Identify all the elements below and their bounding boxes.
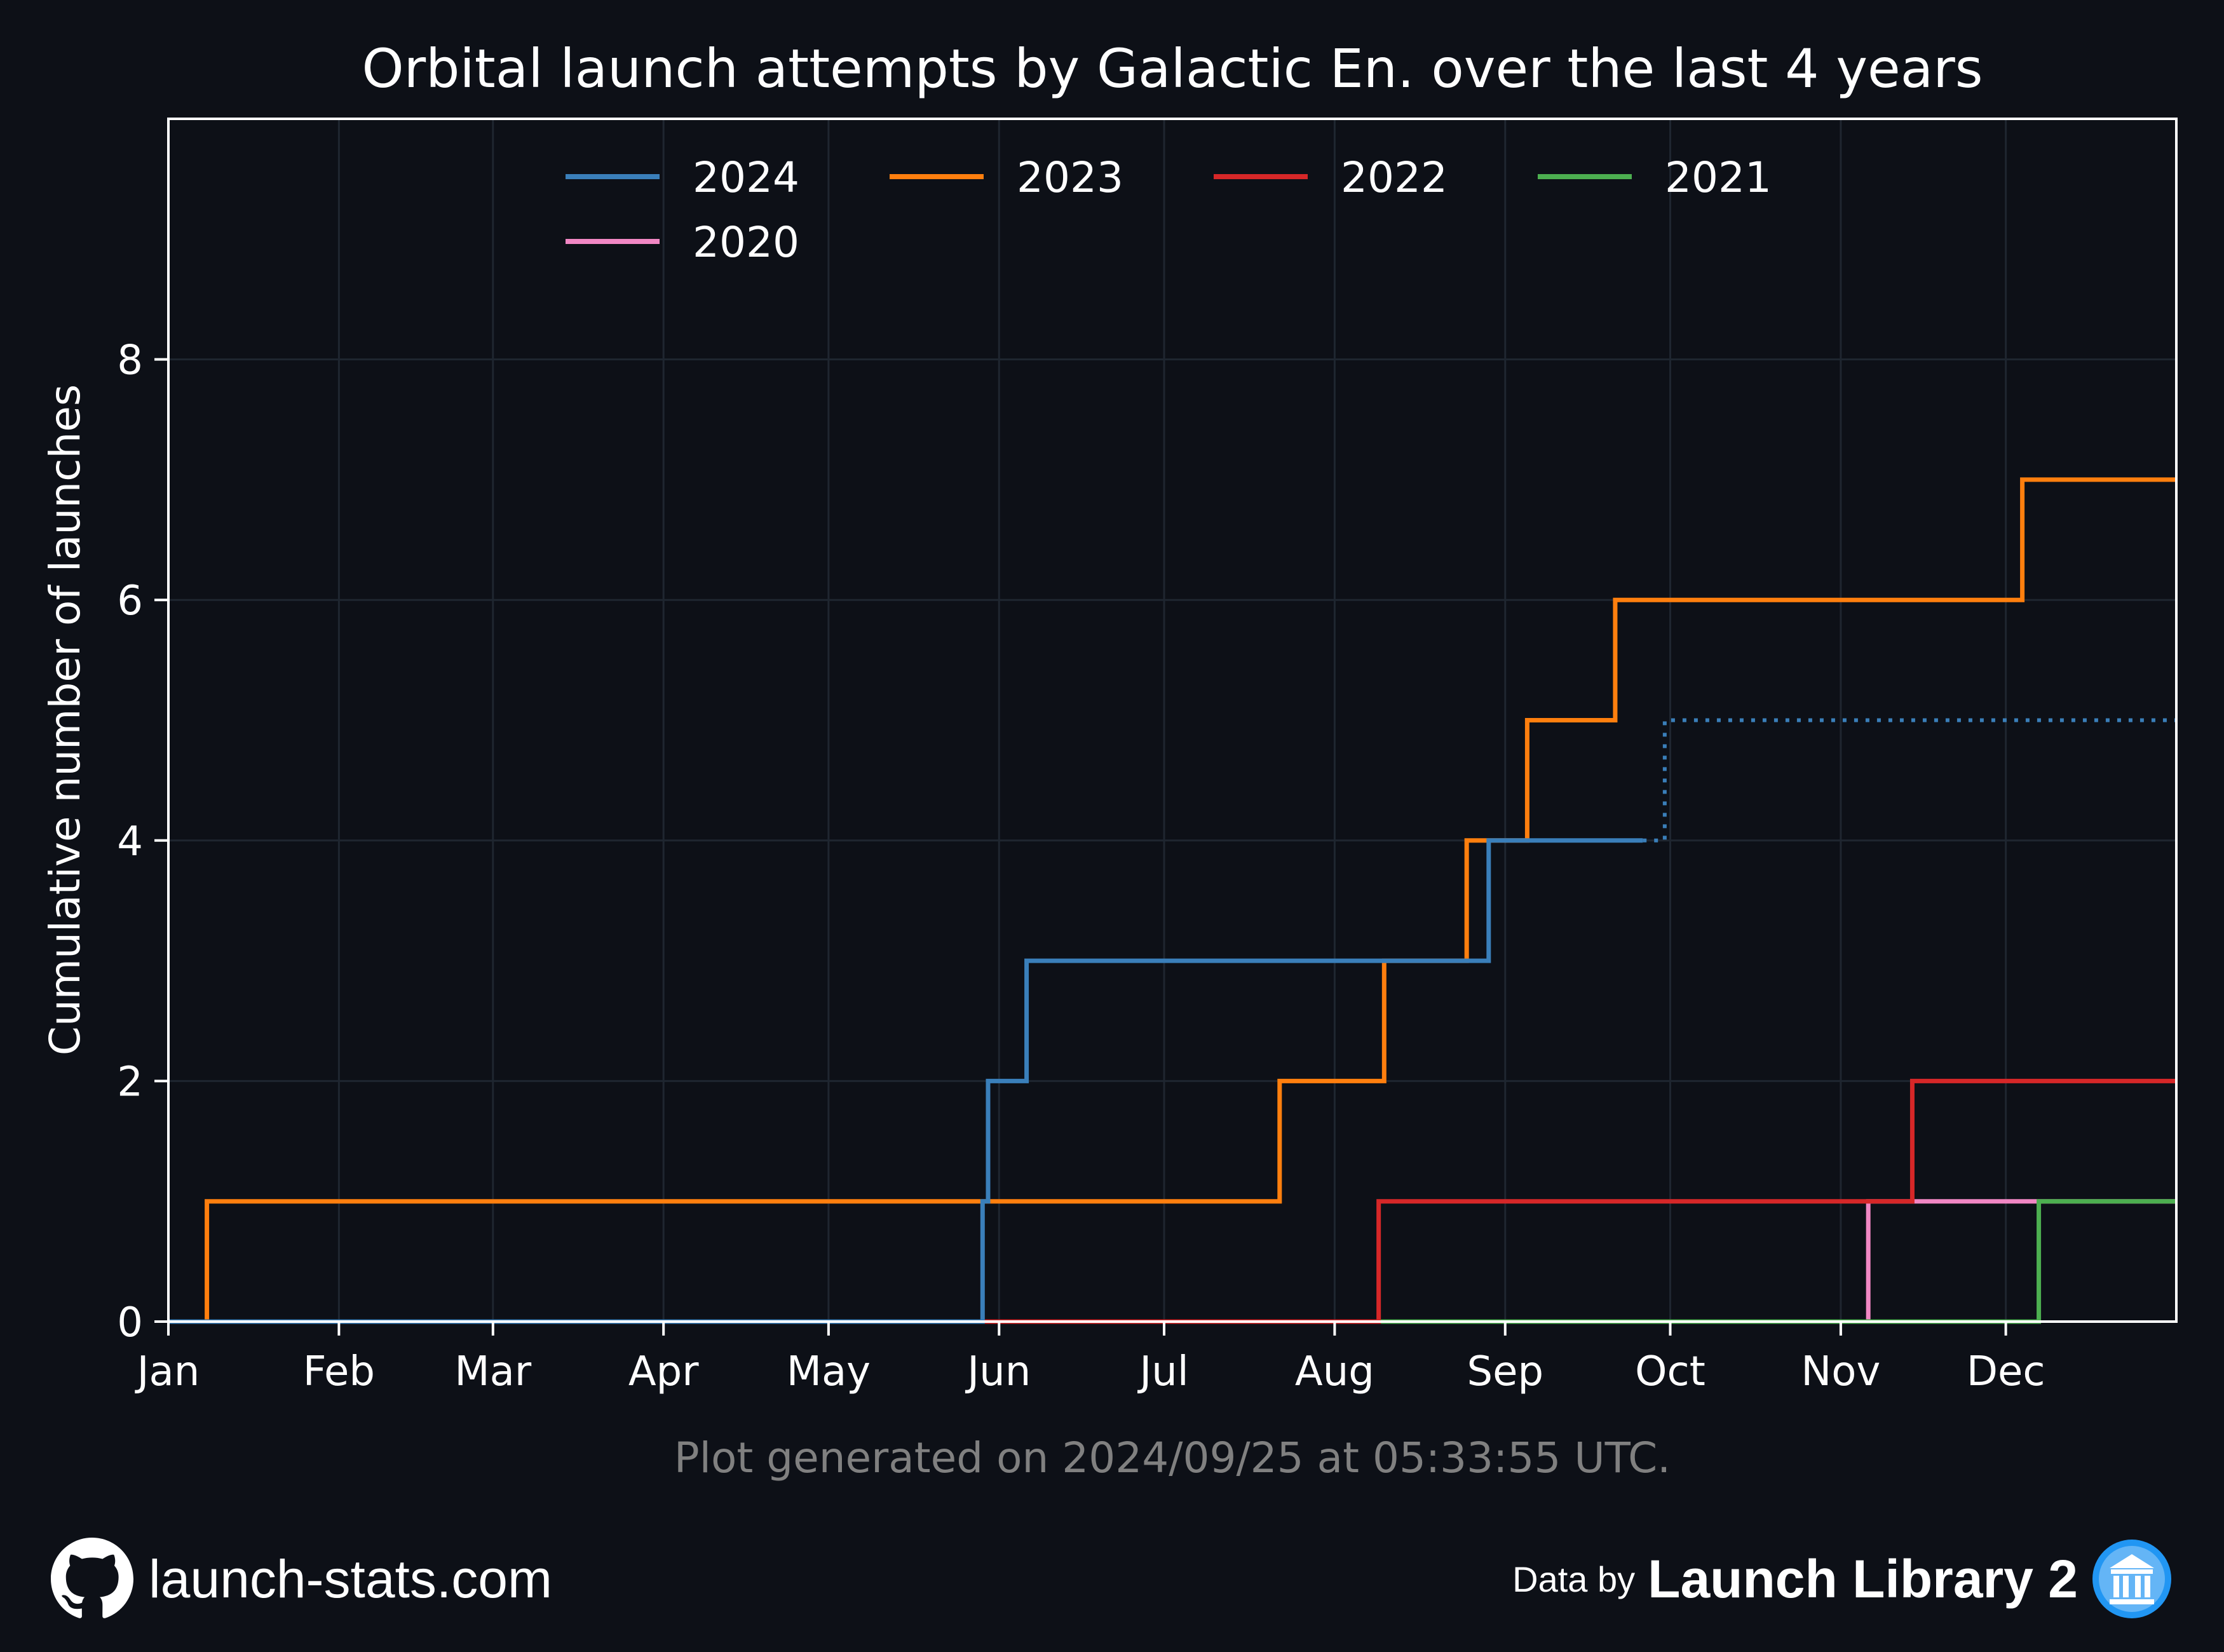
x-tick-label: Feb — [303, 1348, 375, 1395]
x-tick-label: Dec — [1967, 1348, 2045, 1395]
x-tick-label: Jun — [965, 1348, 1031, 1395]
grid — [168, 119, 2176, 1322]
x-axis: Jan Feb Mar Apr May Jun Jul Aug Sep Oct Nov Dec — [135, 1322, 2045, 1395]
legend: 2024 2023 2022 2021 2020 — [566, 153, 1772, 267]
x-tick-label: Jan — [135, 1348, 200, 1395]
x-tick-label: Jul — [1137, 1348, 1188, 1395]
launch-library-icon — [2092, 1540, 2171, 1618]
data-by-label: Data by — [1512, 1559, 1636, 1599]
legend-label-2020: 2020 — [693, 218, 799, 267]
y-tick-label: 2 — [117, 1059, 143, 1106]
y-axis: 0 2 4 6 8 — [117, 337, 168, 1346]
y-axis-label: Cumulative number of launches — [41, 384, 90, 1055]
series-2023 — [168, 477, 2176, 1324]
x-tick-label: May — [787, 1348, 871, 1395]
y-tick-label: 8 — [117, 337, 143, 384]
y-tick-label: 4 — [117, 818, 143, 865]
site-link[interactable]: launch-stats.com — [149, 1548, 552, 1609]
x-tick-label: Apr — [628, 1348, 699, 1395]
legend-label-2024: 2024 — [693, 153, 799, 202]
series-2020 — [168, 1199, 2176, 1324]
x-tick-label: Sep — [1467, 1348, 1543, 1395]
x-tick-label: Nov — [1801, 1348, 1880, 1395]
github-icon — [51, 1538, 133, 1618]
y-tick-label: 0 — [117, 1299, 143, 1346]
source-name[interactable]: Launch Library 2 — [1648, 1548, 2078, 1609]
generated-note: Plot generated on 2024/09/25 at 05:33:55… — [674, 1433, 1671, 1482]
chart-title: Orbital launch attempts by Galactic En. … — [362, 37, 1983, 100]
x-tick-label: Aug — [1295, 1348, 1374, 1395]
x-tick-label: Mar — [454, 1348, 531, 1395]
series-layer — [168, 477, 2176, 1324]
x-tick-label: Oct — [1635, 1348, 1705, 1395]
series-2021 — [168, 1199, 2176, 1324]
series-2024-projection — [1643, 718, 2176, 843]
y-tick-label: 6 — [117, 578, 143, 625]
legend-label-2021: 2021 — [1665, 153, 1772, 202]
footer-site[interactable]: launch-stats.com — [51, 1538, 552, 1620]
plot-frame — [167, 118, 2178, 1323]
legend-label-2023: 2023 — [1017, 153, 1123, 202]
series-2024 — [168, 838, 1643, 1324]
legend-label-2022: 2022 — [1341, 153, 1448, 202]
footer-credit: Data by Launch Library 2 — [1512, 1538, 2173, 1620]
